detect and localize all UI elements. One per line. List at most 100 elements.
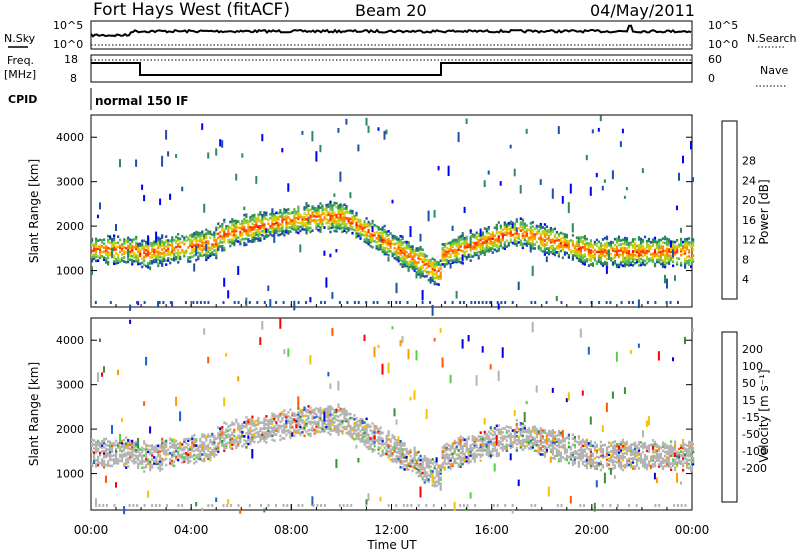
velocity-cell (97, 372, 99, 382)
power-cell (223, 234, 226, 238)
velocity-cell (293, 414, 296, 417)
power-cell (575, 242, 578, 246)
power-cell (319, 222, 322, 225)
power-cell (275, 211, 278, 215)
power-cell (189, 256, 192, 259)
power-cell (631, 264, 635, 267)
power-cell (471, 245, 474, 248)
power-cell (668, 260, 671, 263)
velocity-cell (565, 436, 568, 440)
power-cell (321, 220, 324, 224)
power-cell (483, 239, 486, 242)
power-cell (655, 254, 659, 258)
power-cell (129, 244, 132, 248)
power-cell (329, 253, 332, 258)
velocity-cell (283, 413, 286, 416)
power-cell (297, 215, 300, 219)
power-cell (201, 248, 204, 252)
power-cell (305, 226, 308, 229)
velocity-cell (231, 447, 234, 450)
power-cell (583, 239, 586, 242)
power-cell (143, 195, 146, 202)
velocity-cell (225, 428, 228, 431)
power-cell (161, 258, 164, 261)
velocity-cell (509, 444, 512, 448)
power-cell (593, 242, 596, 246)
velocity-cell (101, 450, 104, 453)
velocity-cell (501, 347, 504, 358)
power-cell (403, 264, 406, 268)
power-cell (301, 130, 304, 135)
power-cell (323, 301, 326, 304)
velocity-cell (101, 464, 104, 467)
velocity-cell (145, 451, 148, 455)
velocity-cell (161, 461, 164, 465)
velocity-cell (519, 422, 522, 425)
velocity-cell (245, 426, 248, 429)
power-cell (349, 225, 352, 229)
power-cell (275, 231, 278, 235)
velocity-cell (107, 440, 110, 443)
power-cell (217, 248, 220, 252)
velocity-cell (221, 434, 224, 437)
power-cell (155, 231, 158, 242)
power-cell (571, 254, 574, 257)
power-cell (633, 248, 637, 251)
velocity-cell (245, 420, 248, 423)
velocity-cell (531, 442, 534, 445)
power-cell (271, 214, 274, 217)
power-cell (575, 254, 578, 258)
velocity-cell (185, 456, 188, 459)
power-cell (113, 254, 116, 257)
power-cell (169, 239, 172, 243)
power-cell (595, 250, 598, 254)
velocity-cell (157, 450, 160, 454)
power-cell (259, 211, 262, 214)
velocity-cell (307, 421, 310, 424)
velocity-cell (419, 486, 422, 498)
power-cell (211, 247, 214, 250)
velocity-cell (551, 437, 554, 440)
power-cell (661, 245, 665, 248)
power-cell (485, 247, 488, 251)
power-cell (469, 255, 472, 258)
velocity-cell (133, 443, 136, 447)
power-cell (531, 229, 534, 232)
velocity-cell (327, 427, 330, 431)
power-cell (423, 257, 426, 260)
velocity-cell (231, 433, 234, 436)
power-cell (275, 215, 278, 219)
velocity-cell (477, 435, 480, 438)
velocity-cell (539, 441, 542, 444)
velocity-cell (267, 431, 270, 434)
power-cell (423, 261, 426, 264)
power-cell (535, 226, 538, 230)
power-cell (253, 217, 256, 221)
power-cell (682, 248, 685, 252)
velocity-cell (133, 441, 136, 445)
power-cell (549, 240, 552, 244)
power-cell (251, 228, 254, 231)
power-cell (175, 257, 178, 261)
power-cell (121, 247, 124, 250)
power-cell (149, 262, 152, 265)
power-cell (179, 237, 182, 241)
velocity-cell (535, 427, 538, 431)
velocity-cell (203, 435, 206, 439)
velocity-cell (171, 453, 174, 457)
velocity-cell (257, 416, 260, 420)
velocity-cell (539, 427, 542, 430)
power-cell (325, 213, 328, 217)
power-cell (485, 301, 488, 304)
power-cell (553, 253, 556, 257)
power-cell (431, 265, 434, 269)
velocity-cell (149, 452, 152, 456)
power-cell (455, 238, 458, 242)
velocity-cell (241, 434, 244, 438)
velocity-cell (277, 428, 280, 431)
velocity-cell (267, 425, 270, 428)
power-cell (499, 240, 502, 244)
power-cell (295, 210, 298, 214)
power-cell (670, 250, 673, 254)
velocity-cell (557, 431, 560, 435)
